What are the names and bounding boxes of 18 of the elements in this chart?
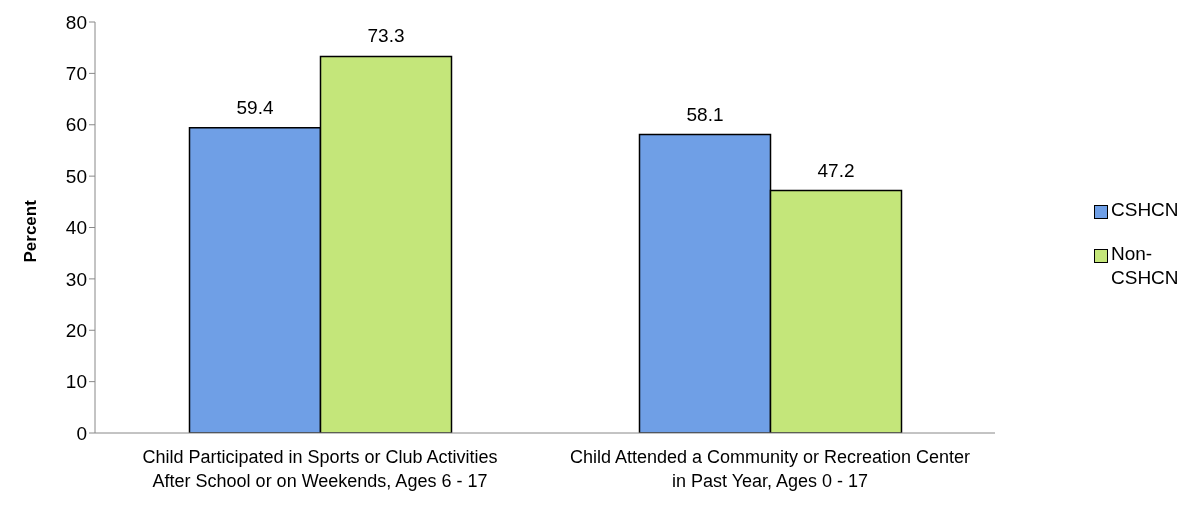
y-tick-label: 50 — [65, 165, 87, 187]
y-tick-label: 70 — [65, 63, 87, 85]
y-tick-label: 30 — [65, 268, 87, 290]
data-label: 47.2 — [817, 159, 855, 181]
x-tick-label: Child Attended a Community or Recreation Center in Past Year, Ages 0 - 17 — [569, 447, 971, 491]
y-axis-title: Percent — [21, 199, 41, 263]
y-tick-label: 20 — [65, 319, 87, 341]
data-label: 73.3 — [367, 25, 405, 47]
y-tick-label: 60 — [65, 114, 87, 136]
y-tick-label: 0 — [76, 422, 87, 444]
x-tick-label: Child Participated in Sports or Club Activities After School or on Weekends, Ages 6 - 17 — [142, 447, 498, 491]
legend-label: Non-CSHCN — [1111, 241, 1180, 290]
data-label: 58.1 — [686, 103, 724, 125]
y-tick-label: 40 — [65, 217, 87, 239]
legend-label: CSHCN — [1111, 197, 1180, 222]
y-tick-label: 10 — [65, 371, 87, 393]
data-label: 59.4 — [236, 96, 274, 118]
y-tick-label: 80 — [65, 11, 87, 33]
